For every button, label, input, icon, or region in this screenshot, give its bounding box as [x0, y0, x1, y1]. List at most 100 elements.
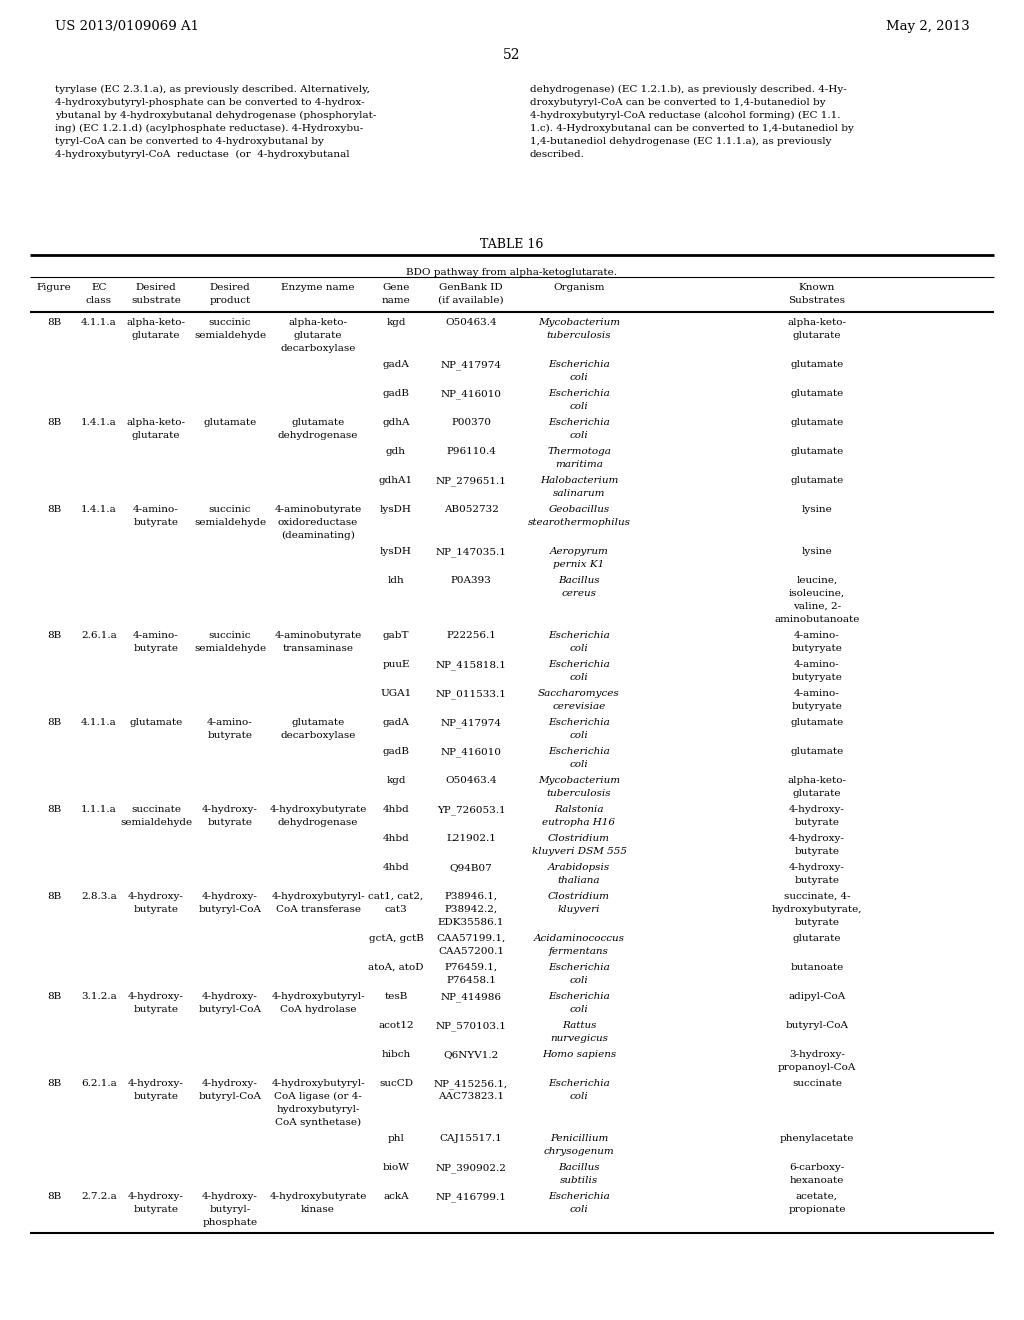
Text: P22256.1: P22256.1: [446, 631, 496, 640]
Text: Escherichia: Escherichia: [548, 993, 610, 1001]
Text: 4.1.1.a: 4.1.1.a: [81, 318, 117, 327]
Text: substrate: substrate: [131, 296, 181, 305]
Text: ing) (EC 1.2.1.d) (acylphosphate reductase). 4-Hydroxybu-: ing) (EC 1.2.1.d) (acylphosphate reducta…: [55, 124, 364, 133]
Text: NP_279651.1: NP_279651.1: [435, 477, 507, 486]
Text: nurvegicus: nurvegicus: [550, 1034, 608, 1043]
Text: tyryl-CoA can be converted to 4-hydroxybutanal by: tyryl-CoA can be converted to 4-hydroxyb…: [55, 137, 324, 147]
Text: (if available): (if available): [438, 296, 504, 305]
Text: Substrates: Substrates: [788, 296, 846, 305]
Text: Ralstonia: Ralstonia: [554, 805, 604, 814]
Text: 4-aminobutyrate: 4-aminobutyrate: [274, 506, 361, 513]
Text: dehydrogenase: dehydrogenase: [278, 818, 358, 828]
Text: kinase: kinase: [301, 1205, 335, 1214]
Text: Rattus: Rattus: [562, 1020, 596, 1030]
Text: UGA1: UGA1: [380, 689, 412, 698]
Text: Halobacterium: Halobacterium: [540, 477, 618, 484]
Text: semialdehyde: semialdehyde: [120, 818, 193, 828]
Text: CoA ligase (or 4-: CoA ligase (or 4-: [274, 1092, 361, 1101]
Text: AB052732: AB052732: [443, 506, 499, 513]
Text: glutamate: glutamate: [791, 718, 844, 727]
Text: Q6NYV1.2: Q6NYV1.2: [443, 1049, 499, 1059]
Text: alpha-keto-: alpha-keto-: [787, 318, 847, 327]
Text: bioW: bioW: [383, 1163, 410, 1172]
Text: Mycobacterium: Mycobacterium: [538, 776, 621, 785]
Text: O50463.4: O50463.4: [445, 318, 497, 327]
Text: kluyveri: kluyveri: [558, 906, 600, 913]
Text: butyrate: butyrate: [795, 847, 840, 855]
Text: gctA, gctB: gctA, gctB: [369, 935, 424, 942]
Text: cerevisiae: cerevisiae: [552, 702, 605, 711]
Text: EDK35586.1: EDK35586.1: [437, 917, 504, 927]
Text: Gene: Gene: [382, 282, 410, 292]
Text: coli: coli: [569, 403, 589, 411]
Text: P76458.1: P76458.1: [446, 975, 496, 985]
Text: 4-hydroxybutyryl-phosphate can be converted to 4-hydrox-: 4-hydroxybutyryl-phosphate can be conver…: [55, 98, 365, 107]
Text: gdhA1: gdhA1: [379, 477, 413, 484]
Text: phl: phl: [387, 1134, 404, 1143]
Text: glutamate: glutamate: [791, 747, 844, 756]
Text: AAC73823.1: AAC73823.1: [438, 1092, 504, 1101]
Text: butyryl-CoA: butyryl-CoA: [199, 1092, 261, 1101]
Text: sucCD: sucCD: [379, 1078, 413, 1088]
Text: acetate,: acetate,: [796, 1192, 838, 1201]
Text: CoA synthetase): CoA synthetase): [274, 1118, 361, 1127]
Text: 8B: 8B: [47, 318, 61, 327]
Text: 4-aminobutyrate: 4-aminobutyrate: [274, 631, 361, 640]
Text: 4-hydroxy-: 4-hydroxy-: [790, 834, 845, 843]
Text: butyrate: butyrate: [795, 917, 840, 927]
Text: 4-hydroxy-: 4-hydroxy-: [790, 805, 845, 814]
Text: Escherichia: Escherichia: [548, 418, 610, 426]
Text: Escherichia: Escherichia: [548, 1078, 610, 1088]
Text: 4-amino-: 4-amino-: [133, 506, 179, 513]
Text: dehydrogenase: dehydrogenase: [278, 432, 358, 440]
Text: 4-hydroxy-: 4-hydroxy-: [202, 892, 258, 902]
Text: valine, 2-: valine, 2-: [793, 602, 841, 611]
Text: 8B: 8B: [47, 1078, 61, 1088]
Text: 4-hydroxybutyryl-CoA reductase (alcohol forming) (EC 1.1.: 4-hydroxybutyryl-CoA reductase (alcohol …: [530, 111, 841, 120]
Text: EC: EC: [91, 282, 106, 292]
Text: Enzyme name: Enzyme name: [282, 282, 354, 292]
Text: 8B: 8B: [47, 506, 61, 513]
Text: Escherichia: Escherichia: [548, 964, 610, 972]
Text: butyryate: butyryate: [792, 702, 843, 711]
Text: ldh: ldh: [388, 576, 404, 585]
Text: NP_415818.1: NP_415818.1: [435, 660, 507, 669]
Text: leucine,: leucine,: [797, 576, 838, 585]
Text: ybutanal by 4-hydroxybutanal dehydrogenase (phosphorylat-: ybutanal by 4-hydroxybutanal dehydrogena…: [55, 111, 377, 120]
Text: propanoyl-CoA: propanoyl-CoA: [778, 1063, 856, 1072]
Text: Saccharomyces: Saccharomyces: [539, 689, 620, 698]
Text: coli: coli: [569, 374, 589, 381]
Text: Escherichia: Escherichia: [548, 747, 610, 756]
Text: pernix K1: pernix K1: [553, 560, 604, 569]
Text: cereus: cereus: [561, 589, 597, 598]
Text: thaliana: thaliana: [558, 876, 600, 884]
Text: subtilis: subtilis: [560, 1176, 598, 1185]
Text: glutarate: glutarate: [132, 432, 180, 440]
Text: Escherichia: Escherichia: [548, 718, 610, 727]
Text: gadB: gadB: [383, 389, 410, 399]
Text: 4-hydroxy-: 4-hydroxy-: [202, 993, 258, 1001]
Text: NP_416799.1: NP_416799.1: [435, 1192, 507, 1201]
Text: 4-hydroxybutyryl-: 4-hydroxybutyryl-: [271, 892, 365, 902]
Text: L21902.1: L21902.1: [446, 834, 496, 843]
Text: 4-amino-: 4-amino-: [207, 718, 253, 727]
Text: adipyl-CoA: adipyl-CoA: [788, 993, 846, 1001]
Text: 8B: 8B: [47, 631, 61, 640]
Text: acot12: acot12: [378, 1020, 414, 1030]
Text: 2.8.3.a: 2.8.3.a: [81, 892, 117, 902]
Text: Geobacillus: Geobacillus: [549, 506, 609, 513]
Text: butyrate: butyrate: [795, 818, 840, 828]
Text: 4-hydroxy-: 4-hydroxy-: [790, 863, 845, 873]
Text: maritima: maritima: [555, 459, 603, 469]
Text: butyrate: butyrate: [208, 818, 253, 828]
Text: butyrate: butyrate: [208, 731, 253, 741]
Text: lysine: lysine: [802, 506, 833, 513]
Text: lysine: lysine: [802, 546, 833, 556]
Text: NP_416010: NP_416010: [440, 747, 502, 756]
Text: 8B: 8B: [47, 718, 61, 727]
Text: 4.1.1.a: 4.1.1.a: [81, 718, 117, 727]
Text: 4-hydroxy-: 4-hydroxy-: [202, 805, 258, 814]
Text: Clostridium: Clostridium: [548, 892, 610, 902]
Text: NP_011533.1: NP_011533.1: [435, 689, 507, 698]
Text: 1.4.1.a: 1.4.1.a: [81, 418, 117, 426]
